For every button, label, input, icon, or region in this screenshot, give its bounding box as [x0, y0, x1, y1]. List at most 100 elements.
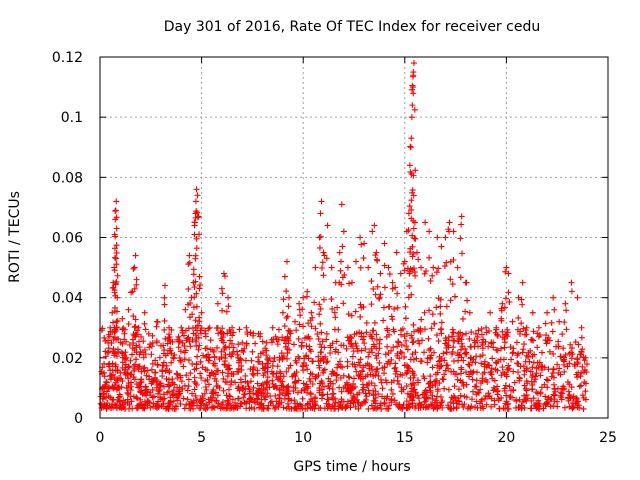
data-point	[537, 372, 544, 379]
data-point	[187, 370, 194, 377]
data-point	[427, 277, 434, 284]
data-point	[196, 285, 203, 292]
data-point	[454, 338, 461, 345]
data-point	[292, 380, 299, 387]
data-point	[170, 354, 177, 361]
data-point	[494, 383, 501, 390]
data-point	[332, 395, 339, 402]
data-point	[143, 372, 150, 379]
data-point	[156, 387, 163, 394]
data-point	[567, 395, 574, 402]
data-point	[569, 400, 576, 407]
data-point	[264, 390, 271, 397]
data-point	[459, 250, 466, 257]
data-point	[408, 197, 415, 204]
data-point	[455, 395, 462, 402]
data-point	[340, 228, 347, 235]
data-point	[164, 367, 171, 374]
data-point	[368, 278, 375, 285]
data-point	[190, 271, 197, 278]
data-point	[514, 352, 521, 359]
data-point	[222, 378, 229, 385]
data-point	[101, 393, 108, 400]
data-point	[566, 360, 573, 367]
data-point	[418, 264, 425, 271]
data-point	[466, 335, 473, 342]
data-point	[408, 170, 415, 177]
data-point	[501, 385, 508, 392]
data-point	[353, 343, 360, 349]
data-point	[140, 354, 147, 361]
data-point	[177, 372, 184, 379]
data-point	[264, 368, 271, 375]
data-point	[328, 371, 335, 378]
data-point	[102, 353, 109, 360]
data-point	[502, 405, 509, 412]
data-point	[258, 382, 265, 389]
data-point	[460, 404, 467, 411]
data-point	[131, 347, 138, 354]
data-point	[414, 392, 421, 399]
data-point	[544, 337, 551, 344]
data-point	[235, 395, 242, 402]
data-point	[177, 358, 184, 365]
data-point	[104, 400, 111, 407]
data-point	[260, 393, 267, 400]
data-point	[177, 348, 184, 355]
data-point	[218, 348, 225, 355]
data-point	[489, 355, 496, 362]
data-point	[438, 319, 445, 326]
data-point	[97, 400, 104, 407]
data-point	[269, 381, 276, 388]
data-point	[574, 398, 581, 405]
data-point	[321, 366, 328, 373]
data-point	[197, 327, 204, 334]
x-tick-label: 0	[96, 430, 105, 446]
data-point	[457, 370, 464, 377]
data-point	[128, 398, 135, 405]
data-point	[255, 354, 262, 361]
data-point	[498, 372, 505, 379]
data-point	[378, 405, 385, 412]
data-point	[267, 399, 274, 406]
data-point	[371, 319, 378, 326]
data-point	[411, 372, 418, 379]
data-point	[413, 355, 420, 362]
data-point	[409, 400, 416, 407]
data-point	[473, 353, 480, 360]
data-point	[339, 243, 346, 250]
data-point	[536, 405, 543, 412]
data-point	[228, 340, 235, 347]
data-point	[451, 383, 458, 390]
data-point	[161, 326, 168, 333]
data-point	[395, 381, 402, 388]
data-point	[365, 353, 372, 360]
data-point	[405, 210, 412, 217]
data-point	[384, 325, 391, 332]
data-point	[443, 303, 450, 310]
data-point	[408, 332, 415, 339]
data-point	[149, 360, 156, 367]
data-point	[578, 324, 585, 331]
data-point	[551, 392, 558, 399]
data-point	[214, 300, 221, 307]
data-point	[191, 386, 198, 393]
data-point	[116, 391, 123, 398]
data-point	[580, 405, 587, 412]
data-point	[251, 398, 258, 405]
data-point	[560, 345, 567, 352]
data-point	[287, 362, 294, 369]
data-point	[138, 376, 145, 383]
data-point	[427, 373, 434, 380]
data-point	[356, 373, 363, 380]
data-point	[122, 349, 129, 356]
data-point	[357, 356, 364, 363]
data-point	[298, 339, 305, 346]
data-point	[469, 388, 476, 395]
data-point	[406, 365, 413, 372]
data-point	[222, 343, 229, 350]
data-point	[125, 321, 132, 328]
data-point	[408, 381, 415, 388]
data-point	[449, 281, 456, 288]
data-point	[272, 392, 279, 399]
